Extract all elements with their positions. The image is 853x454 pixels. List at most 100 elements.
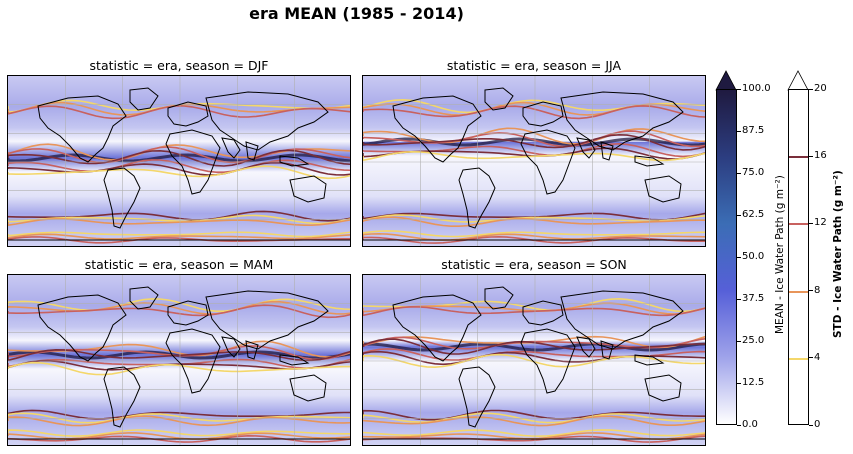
- std-contour: [8, 165, 350, 180]
- mean-tick-label: 87.5: [742, 125, 765, 136]
- coastline: [221, 137, 241, 159]
- std-contour: [8, 304, 350, 319]
- coastline: [484, 87, 514, 111]
- std-contour-level-line: [789, 156, 808, 159]
- panel-title-mam: statistic = era, season = MAM: [84, 257, 274, 272]
- coastline: [520, 129, 576, 195]
- mean-tick-label: 100.0: [742, 83, 771, 94]
- map-panel-mam: [7, 274, 351, 446]
- std-contour: [8, 409, 350, 420]
- mean-tick-mark: [737, 298, 741, 300]
- coastline: [205, 91, 329, 151]
- map-panel-jja: [362, 75, 706, 247]
- coastline: [289, 374, 327, 402]
- coastline: [600, 340, 614, 360]
- mean-tick-mark: [737, 172, 741, 174]
- coastline: [634, 155, 665, 167]
- coastline: [644, 374, 682, 402]
- std-contour: [363, 435, 705, 443]
- mean-tick-label: 62.5: [742, 209, 765, 220]
- mean-tick-mark: [737, 214, 741, 216]
- mean-tick-mark: [737, 88, 741, 90]
- std-tick-label: 20: [814, 83, 827, 94]
- map-graphic: [363, 275, 705, 445]
- mean-tick-mark: [737, 256, 741, 258]
- coastline: [484, 286, 514, 310]
- std-contour: [363, 150, 705, 162]
- coastline: [129, 87, 159, 111]
- std-contour: [8, 233, 350, 240]
- std-contour: [8, 149, 350, 167]
- coastline: [205, 290, 329, 350]
- coastline: [167, 101, 209, 127]
- mean-colorbar-label: MEAN - Ice Water Path (g m⁻²): [774, 175, 786, 334]
- std-contour: [363, 338, 705, 355]
- coastline: [103, 366, 141, 428]
- coastline: [165, 328, 221, 394]
- std-tick-mark: [809, 290, 813, 292]
- std-contour: [8, 298, 350, 312]
- std-tick-mark: [809, 155, 813, 157]
- coastline: [289, 175, 327, 203]
- std-contour: [363, 305, 705, 317]
- std-contour-level-line: [789, 357, 808, 360]
- std-tick-mark: [809, 222, 813, 224]
- coastline: [560, 290, 684, 350]
- std-contour: [8, 214, 350, 225]
- coastline: [644, 175, 682, 203]
- coastline: [37, 294, 127, 362]
- std-contour: [8, 434, 350, 443]
- std-tick-label: 8: [814, 284, 821, 296]
- std-contour: [363, 429, 705, 438]
- mean-tick-mark: [737, 340, 741, 342]
- coastline: [167, 300, 209, 326]
- std-contour: [8, 348, 350, 362]
- std-contour: [363, 230, 705, 238]
- std-tick-mark: [809, 424, 813, 426]
- coastline: [279, 155, 310, 167]
- map-panel-djf: [7, 75, 351, 247]
- mean-tick-mark: [737, 382, 741, 384]
- coastline: [634, 354, 665, 366]
- std-contour: [363, 415, 705, 427]
- mean-tick-label: 12.5: [742, 377, 765, 388]
- mean-tick-mark: [737, 424, 741, 426]
- mean-tick-label: 37.5: [742, 293, 765, 304]
- std-contour: [363, 412, 705, 424]
- coastline: [520, 328, 576, 394]
- std-contour-level-line: [789, 290, 808, 293]
- std-tick-label: 16: [814, 150, 827, 162]
- coastline: [221, 336, 241, 358]
- std-contour: [8, 161, 350, 176]
- map-graphic: [8, 76, 350, 246]
- mean-tick-label: 25.0: [742, 335, 765, 346]
- coastline: [458, 366, 496, 428]
- mean-tick-label: 50.0: [742, 251, 765, 262]
- map-graphic: [8, 275, 350, 445]
- std-contour: [8, 159, 350, 173]
- std-contour: [8, 218, 350, 227]
- coastline: [392, 294, 482, 362]
- map-graphic: [363, 76, 705, 246]
- coastline: [37, 95, 127, 163]
- std-contour: [8, 361, 350, 376]
- std-contour: [8, 415, 350, 427]
- std-contour: [363, 232, 705, 241]
- coastline: [129, 286, 159, 310]
- coastline: [279, 354, 310, 366]
- panel-title-son: statistic = era, season = SON: [441, 257, 627, 272]
- std-contour: [363, 133, 705, 151]
- std-contour: [8, 231, 350, 238]
- coastline: [600, 141, 614, 161]
- panel-title-jja: statistic = era, season = JJA: [446, 58, 622, 73]
- mean-tick-label: 0.0: [742, 419, 758, 430]
- coastline: [576, 137, 596, 159]
- panel-title-djf: statistic = era, season = DJF: [89, 58, 269, 73]
- std-contour: [363, 127, 705, 145]
- coastline: [392, 95, 482, 163]
- std-colorbar: [788, 89, 809, 425]
- std-tick-label: 12: [814, 217, 827, 229]
- coastline: [245, 141, 259, 161]
- std-contour-level-line: [789, 223, 808, 226]
- mean-tick-mark: [737, 130, 741, 132]
